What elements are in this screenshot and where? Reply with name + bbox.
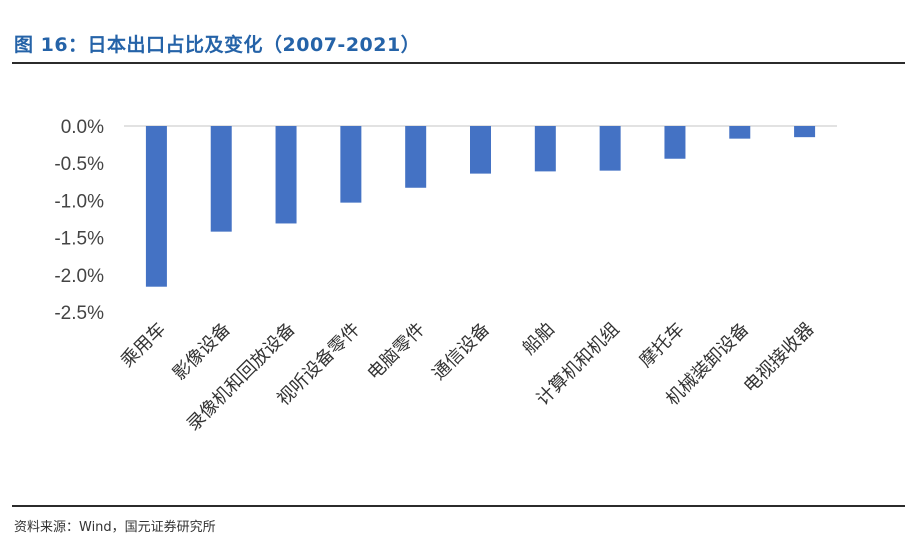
x-category-label: 乘用车 <box>117 319 170 372</box>
top-divider <box>12 62 905 64</box>
y-axis-ticks: 0.0% -0.5% -1.0% -1.5% -2.0% -2.5% <box>54 117 104 324</box>
bar <box>470 126 491 174</box>
y-tick-label: -2.0% <box>54 266 104 287</box>
bar <box>794 126 816 138</box>
y-tick-label: -2.5% <box>54 303 104 324</box>
x-category-label: 摩托车 <box>635 319 688 372</box>
bar <box>405 126 427 188</box>
figure-title: 图 16：日本出口占比及变化（2007-2021） <box>14 34 421 56</box>
bar <box>145 126 167 287</box>
x-category-label: 录像机和回放设备 <box>183 319 300 436</box>
bar <box>275 126 297 224</box>
x-category-label: 电视接收器 <box>740 319 818 397</box>
y-tick-label: -0.5% <box>54 154 104 175</box>
bar <box>210 126 232 232</box>
y-tick-label: -1.5% <box>54 229 104 250</box>
x-category-label: 影像设备 <box>169 319 235 385</box>
bar <box>729 126 751 139</box>
bar <box>664 126 686 159</box>
bottom-divider <box>12 505 905 507</box>
x-category-label: 通信设备 <box>428 319 494 385</box>
bar <box>534 126 556 172</box>
x-category-label: 船舶 <box>519 319 559 359</box>
bar <box>599 126 621 171</box>
bar <box>340 126 362 203</box>
y-tick-label: -1.0% <box>54 191 104 212</box>
bars <box>145 126 816 287</box>
source-note: 资料来源：Wind，国元证券研究所 <box>14 520 216 535</box>
x-category-label: 电脑零件 <box>363 319 429 385</box>
bar-chart: 0.0% -0.5% -1.0% -1.5% -2.0% -2.5% 乘用车 影像设备录像机… <box>54 117 837 436</box>
y-tick-label: 0.0% <box>61 117 104 138</box>
